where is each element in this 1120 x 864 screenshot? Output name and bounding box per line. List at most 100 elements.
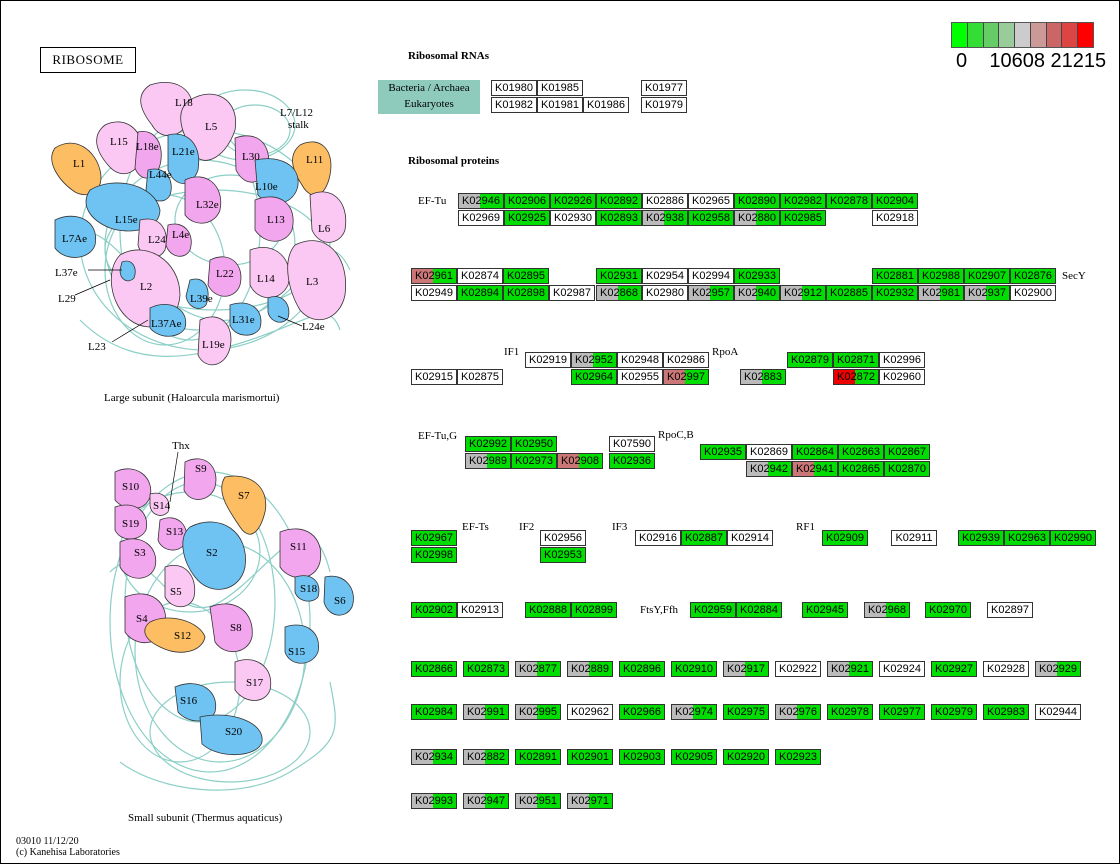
ko-box-k02877[interactable]: K02877 [515,661,561,677]
ko-box-k02891[interactable]: K02891 [515,749,561,765]
ko-box-k02933[interactable]: K02933 [734,268,780,284]
protein-s15[interactable] [284,624,319,664]
protein-s3[interactable] [119,538,157,579]
ko-box-k02991[interactable]: K02991 [463,704,509,720]
protein-s6[interactable] [323,575,354,616]
ko-box-k02973[interactable]: K02973 [511,453,557,469]
protein-l5[interactable] [180,93,237,161]
ko-box-k02938[interactable]: K02938 [642,210,688,226]
ko-box-k02896[interactable]: K02896 [619,661,665,677]
ko-box-k01977[interactable]: K01977 [641,80,687,96]
ko-box-k02882[interactable]: K02882 [463,749,509,765]
protein-s11[interactable] [279,528,322,579]
ko-box-k02918[interactable]: K02918 [872,210,918,226]
ko-box-k02990[interactable]: K02990 [1050,530,1096,546]
protein-s20[interactable] [199,714,263,756]
ko-box-k02866[interactable]: K02866 [411,661,457,677]
protein-s9[interactable] [183,458,217,500]
protein-l7ae[interactable] [54,215,97,258]
ko-box-k02911[interactable]: K02911 [891,530,937,546]
ko-box-k01981[interactable]: K01981 [537,97,583,113]
protein-s14[interactable] [149,492,170,516]
ko-box-k02923[interactable]: K02923 [775,749,821,765]
ko-box-k02898[interactable]: K02898 [503,285,549,301]
ko-box-k02914[interactable]: K02914 [727,530,773,546]
ko-box-k02883[interactable]: K02883 [740,369,786,385]
protein-l15[interactable] [96,121,143,175]
ko-box-k02874[interactable]: K02874 [457,268,503,284]
ko-box-k02880[interactable]: K02880 [734,210,780,226]
ko-box-k02988[interactable]: K02988 [918,268,964,284]
ko-box-k02957[interactable]: K02957 [688,285,734,301]
ko-box-k02928[interactable]: K02928 [983,661,1029,677]
ko-box-k02884[interactable]: K02884 [736,602,782,618]
ko-box-k02890[interactable]: K02890 [734,193,780,209]
protein-l24e[interactable] [267,296,290,323]
ko-box-k02945[interactable]: K02945 [802,602,848,618]
ko-box-k02900[interactable]: K02900 [1010,285,1056,301]
ko-box-k02907[interactable]: K02907 [964,268,1010,284]
ko-box-k02926[interactable]: K02926 [550,193,596,209]
ko-box-k02936[interactable]: K02936 [609,453,655,469]
ko-box-k02952[interactable]: K02952 [571,352,617,368]
ko-box-k02944[interactable]: K02944 [1035,704,1081,720]
ko-box-k02960[interactable]: K02960 [879,369,925,385]
ko-box-k02893[interactable]: K02893 [596,210,642,226]
ko-box-k02917[interactable]: K02917 [723,661,769,677]
ko-box-k02875[interactable]: K02875 [457,369,503,385]
ko-box-k02878[interactable]: K02878 [826,193,872,209]
ko-box-k02868[interactable]: K02868 [596,285,642,301]
ko-box-k01986[interactable]: K01986 [583,97,629,113]
ko-box-k02969[interactable]: K02969 [458,210,504,226]
ko-box-k02869[interactable]: K02869 [746,444,792,460]
ko-box-k02976[interactable]: K02976 [775,704,821,720]
ko-box-k02995[interactable]: K02995 [515,704,561,720]
ko-box-k02963[interactable]: K02963 [1004,530,1050,546]
ko-box-k02970[interactable]: K02970 [925,602,971,618]
ko-box-k02996[interactable]: K02996 [879,352,925,368]
ko-box-k02913[interactable]: K02913 [457,602,503,618]
ko-box-k07590[interactable]: K07590 [609,436,655,452]
ko-box-k02979[interactable]: K02979 [931,704,977,720]
ko-box-k02910[interactable]: K02910 [671,661,717,677]
ko-box-k02895[interactable]: K02895 [503,268,549,284]
ko-box-k02959[interactable]: K02959 [690,602,736,618]
ko-box-k02924[interactable]: K02924 [879,661,925,677]
ko-box-k02982[interactable]: K02982 [780,193,826,209]
ko-box-k01979[interactable]: K01979 [641,97,687,113]
ko-box-k02949[interactable]: K02949 [411,285,457,301]
ko-box-k01985[interactable]: K01985 [537,80,583,96]
ko-box-k02961[interactable]: K02961 [411,268,457,284]
ko-box-k02964[interactable]: K02964 [571,369,617,385]
ko-box-k02929[interactable]: K02929 [1035,661,1081,677]
protein-s2[interactable] [182,521,246,590]
protein-l18e[interactable] [134,131,162,179]
ko-box-k02902[interactable]: K02902 [411,602,457,618]
ko-box-k02934[interactable]: K02934 [411,749,457,765]
ko-box-k02981[interactable]: K02981 [918,285,964,301]
ko-box-k02946[interactable]: K02946 [458,193,504,209]
ko-box-k02987[interactable]: K02987 [549,285,595,301]
ko-box-k02967[interactable]: K02967 [411,530,457,546]
ko-box-k02984[interactable]: K02984 [411,704,457,720]
protein-l32e[interactable] [184,176,222,224]
ko-box-k02958[interactable]: K02958 [688,210,734,226]
ko-box-k02885[interactable]: K02885 [826,285,872,301]
protein-s19[interactable] [114,504,148,540]
ko-box-k02921[interactable]: K02921 [827,661,873,677]
ko-box-k02864[interactable]: K02864 [792,444,838,460]
ko-box-k02994[interactable]: K02994 [688,268,734,284]
ko-box-k02932[interactable]: K02932 [872,285,918,301]
protein-s16[interactable] [174,683,217,722]
ko-box-k02905[interactable]: K02905 [671,749,717,765]
protein-l3[interactable] [287,240,347,321]
ko-box-k02954[interactable]: K02954 [642,268,688,284]
ko-box-k02919[interactable]: K02919 [525,352,571,368]
protein-l11[interactable] [292,141,332,196]
ko-box-k02909[interactable]: K02909 [822,530,868,546]
ko-box-k02993[interactable]: K02993 [411,793,457,809]
ko-box-k02865[interactable]: K02865 [838,461,884,477]
protein-l14[interactable] [249,247,290,299]
ko-box-k02951[interactable]: K02951 [515,793,561,809]
ko-box-k02965[interactable]: K02965 [688,193,734,209]
